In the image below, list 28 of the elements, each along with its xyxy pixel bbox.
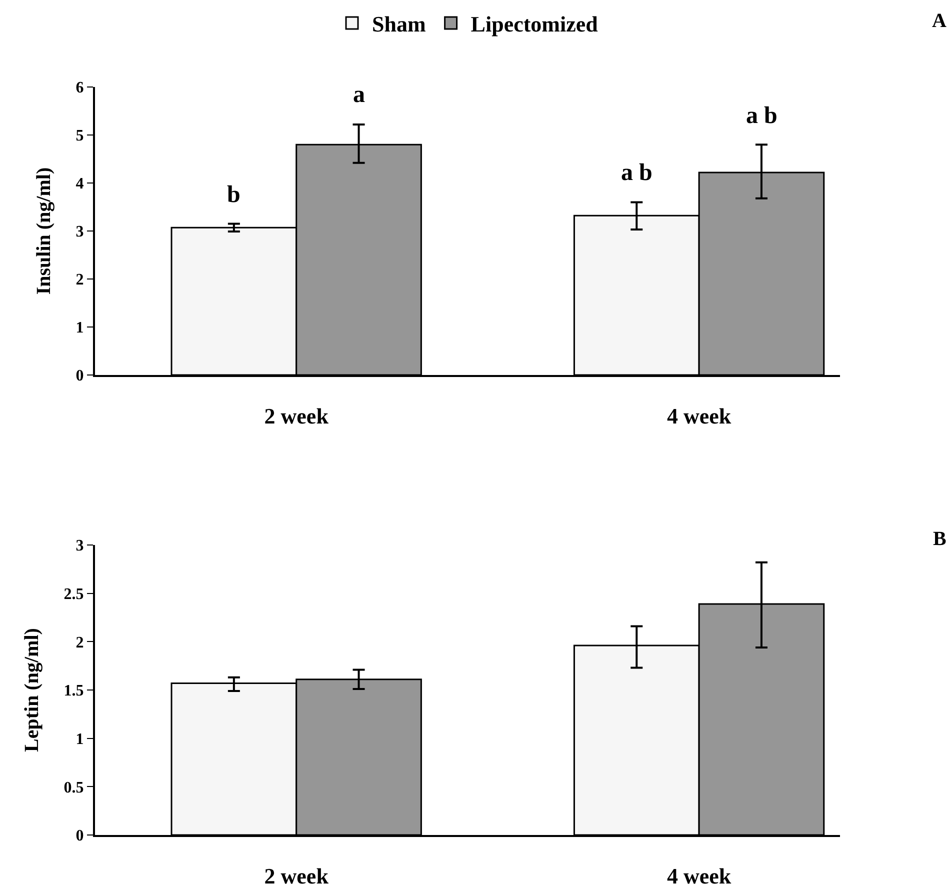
y-tick-label: 3 <box>76 538 84 555</box>
text: A <box>932 10 947 32</box>
y-tick-label: 1 <box>76 730 84 748</box>
legend-label: Lipectomized <box>470 12 598 37</box>
y-tick-label: 2.5 <box>64 586 84 603</box>
y-tick-label: 2 <box>76 634 84 652</box>
y-tick-label: 5 <box>76 128 84 145</box>
annotation: a <box>353 82 365 108</box>
x-tick-label: 4 week <box>666 863 732 888</box>
legend-label: Sham <box>372 12 426 37</box>
x-tick-label: 4 week <box>666 403 732 428</box>
annotation: b <box>227 182 240 208</box>
x-tick-label: 2 week <box>264 863 330 888</box>
y-tick-label: 4 <box>76 176 84 193</box>
y-tick-label: 3 <box>76 224 84 241</box>
y-axis-title: Leptin (ng/ml) <box>20 628 43 752</box>
x-tick-label: 2 week <box>264 403 330 428</box>
annotation: a b <box>746 103 778 129</box>
y-tick-label: 0.5 <box>64 779 84 796</box>
y-tick-label: 0 <box>76 368 84 385</box>
annotation: a b <box>621 160 652 186</box>
y-tick-label: 6 <box>76 80 84 97</box>
y-axis-title: Insulin (ng/ml) <box>32 167 55 295</box>
text: B <box>933 528 946 550</box>
y-tick-label: 2 <box>76 272 84 289</box>
y-tick-label: 1.5 <box>64 682 84 700</box>
y-tick-label: 0 <box>76 828 84 845</box>
y-tick-label: 1 <box>76 320 84 337</box>
